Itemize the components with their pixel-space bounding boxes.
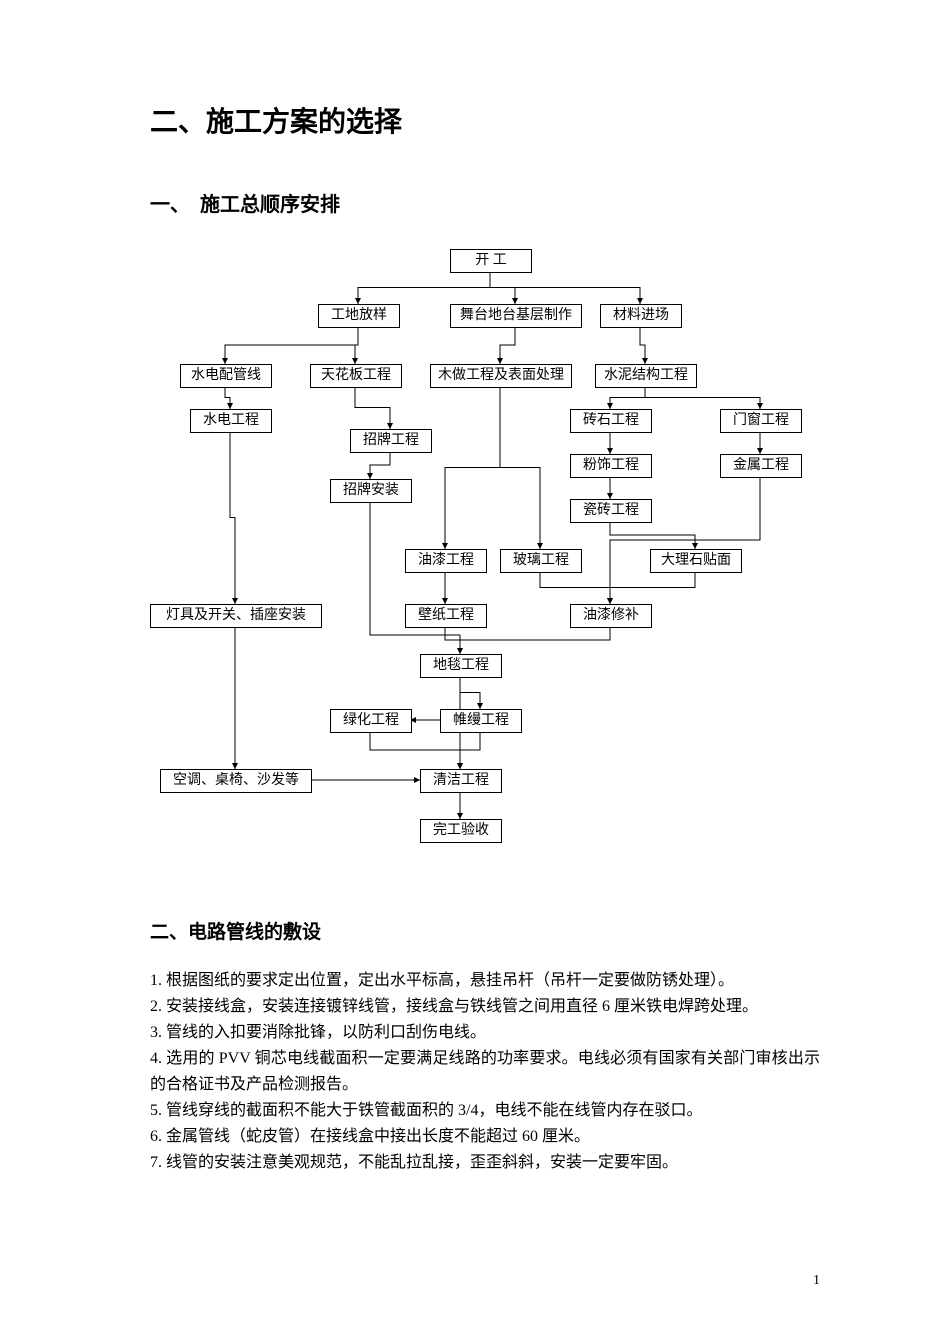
list-item: 1. 根据图纸的要求定出位置，定出水平标高，悬挂吊杆（吊杆一定要做防锈处理）。 [150,968,820,994]
list-item: 2. 安装接线盒，安装连接镀锌线管，接线盒与铁线管之间用直径 6 厘米铁电焊跨处… [150,994,820,1020]
list-item: 4. 选用的 PVV 铜芯电线截面积一定要满足线路的功率要求。电线必须有国家有关… [150,1046,820,1098]
flowchart-node: 材料进场 [600,304,682,328]
flowchart-node: 完工验收 [420,819,502,843]
flowchart-node: 水电配管线 [180,364,272,388]
paragraph-list: 1. 根据图纸的要求定出位置，定出水平标高，悬挂吊杆（吊杆一定要做防锈处理）。2… [150,968,820,1176]
flowchart-node: 开 工 [450,249,532,273]
flowchart-node: 瓷砖工程 [570,499,652,523]
list-item: 5. 管线穿线的截面积不能大于铁管截面积的 3/4，电线不能在线管内存在驳口。 [150,1098,820,1124]
flowchart-node: 招牌安装 [330,479,412,503]
list-item: 6. 金属管线（蛇皮管）在接线盒中接出长度不能超过 60 厘米。 [150,1124,820,1150]
flowchart-node: 绿化工程 [330,709,412,733]
flowchart-node: 招牌工程 [350,429,432,453]
flowchart-node: 大理石贴面 [650,549,742,573]
flowchart-node: 地毯工程 [420,654,502,678]
flowchart-container: 开 工工地放样 舞台地台基层制作材料进场水电配管线 天花板工程 木做工程及表面处理水泥… [130,249,830,889]
list-item: 7. 线管的安装注意美观规范，不能乱拉乱接，歪歪斜斜，安装一定要牢固。 [150,1150,820,1176]
section1-heading: 一、 施工总顺序安排 [150,188,820,217]
flowchart-node: 壁纸工程 [405,604,487,628]
list-item: 3. 管线的入扣要消除批锋，以防利口刮伤电线。 [150,1020,820,1046]
flowchart-node: 玻璃工程 [500,549,582,573]
flowchart-node: 天花板工程 [310,364,402,388]
flowchart-node: 金属工程 [720,454,802,478]
page-title: 二、施工方案的选择 [150,100,820,140]
flowchart-node: 舞台地台基层制作 [450,304,582,328]
flowchart-node: 水泥结构工程 [595,364,697,388]
flowchart-node: 清洁工程 [420,769,502,793]
flowchart-node: 工地放样 [318,304,400,328]
section2-heading: 二、电路管线的敷设 [150,917,820,944]
flowchart-node: 帷缦工程 [440,709,522,733]
flowchart-node: 油漆工程 [405,549,487,573]
flowchart-node: 粉饰工程 [570,454,652,478]
flowchart-node: 灯具及开关、插座安装 [150,604,322,628]
page-number: 1 [813,1273,820,1289]
flowchart-node: 空调、桌椅、沙发等 [160,769,312,793]
flowchart-node: 木做工程及表面处理 [430,364,572,388]
flowchart-node: 水电工程 [190,409,272,433]
flowchart-node: 砖石工程 [570,409,652,433]
flowchart-node: 门窗工程 [720,409,802,433]
flowchart-node: 油漆修补 [570,604,652,628]
